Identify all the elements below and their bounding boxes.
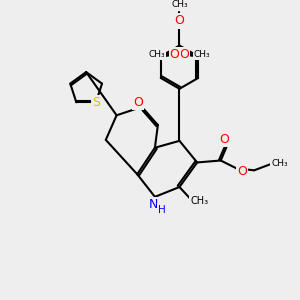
Text: CH₃: CH₃ <box>194 50 210 59</box>
Text: N: N <box>148 198 158 211</box>
Text: O: O <box>237 165 247 178</box>
Text: H: H <box>158 205 166 214</box>
Text: CH₃: CH₃ <box>171 0 188 9</box>
Text: O: O <box>133 96 143 109</box>
Text: O: O <box>220 134 230 146</box>
Text: O: O <box>179 48 189 61</box>
Text: CH₃: CH₃ <box>148 50 165 59</box>
Text: O: O <box>175 14 184 28</box>
Text: CH₃: CH₃ <box>190 196 208 206</box>
Text: O: O <box>170 48 179 61</box>
Text: S: S <box>92 96 100 109</box>
Text: CH₃: CH₃ <box>272 159 288 168</box>
